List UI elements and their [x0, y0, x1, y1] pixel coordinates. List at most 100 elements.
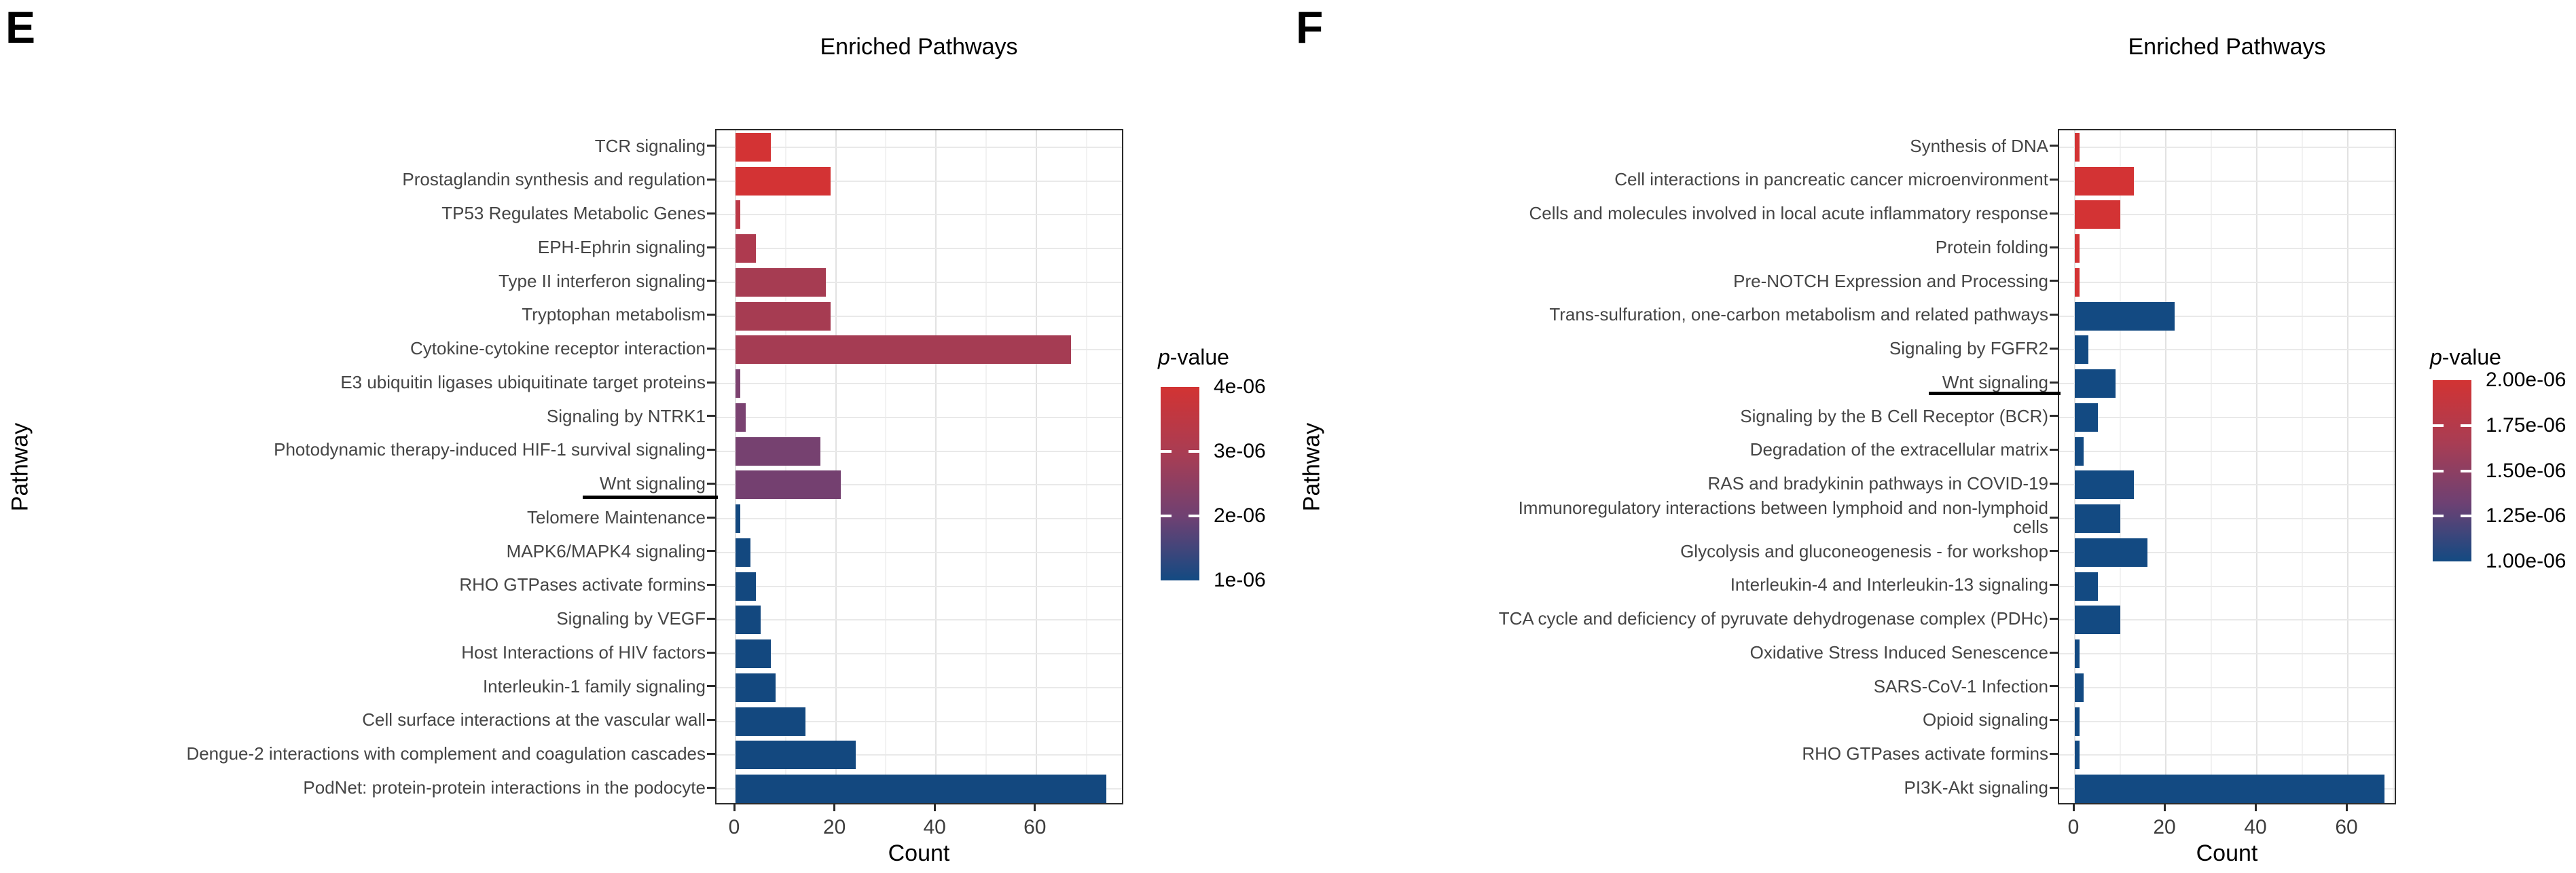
y-axis-tick — [2050, 246, 2058, 248]
category-gridline — [716, 720, 1122, 722]
legend-tick-label: 1e-06 — [1214, 569, 1266, 591]
pathway-label: Cells and molecules involved in local ac… — [1529, 203, 2049, 224]
x-axis-title: Count — [2196, 840, 2258, 866]
pathway-count-bar — [736, 403, 746, 432]
pathway-label: Cytokine-cytokine receptor interaction — [410, 338, 706, 359]
legend-tick-label: 4e-06 — [1214, 375, 1266, 398]
chart-title: Enriched Pathways — [2128, 34, 2326, 60]
pathway-count-bar — [736, 132, 771, 162]
panel-letter: E — [5, 2, 36, 52]
pathway-label: Telomere Maintenance — [526, 506, 706, 527]
pathway-count-bar — [736, 267, 826, 297]
pathway-label: Signaling by FGFR2 — [1889, 338, 2048, 359]
category-gridline — [2059, 754, 2395, 756]
legend-tick-notch — [1189, 450, 1199, 453]
pathway-label: Wnt signaling — [599, 473, 706, 494]
y-axis-tick — [2050, 786, 2058, 789]
pathway-count-bar — [736, 741, 856, 770]
category-gridline — [716, 585, 1122, 587]
legend-tick-notch — [1161, 450, 1172, 453]
x-axis-tick — [2072, 804, 2075, 811]
pathway-label: TCR signaling — [594, 135, 706, 156]
category-gridline — [716, 551, 1122, 553]
legend-title: p-value — [1158, 345, 1229, 370]
legend-title-italic-p: p — [1158, 345, 1170, 369]
category-gridline — [716, 281, 1122, 283]
pathway-label: RHO GTPases activate formins — [459, 574, 706, 595]
pathway-label: Signaling by the B Cell Receptor (BCR) — [1740, 405, 2048, 426]
category-gridline — [716, 686, 1122, 688]
pathway-label: Photodynamic therapy-induced HIF-1 survi… — [274, 439, 706, 460]
y-axis-tick — [707, 719, 715, 722]
pathway-count-bar — [2075, 301, 2175, 331]
category-gridline — [2059, 180, 2395, 182]
x-axis-tick — [2254, 804, 2257, 811]
category-gridline — [2059, 248, 2395, 250]
category-gridline — [2059, 551, 2395, 553]
minor-gridline — [985, 130, 987, 803]
major-gridline — [835, 130, 837, 803]
pathway-count-bar — [2075, 741, 2080, 770]
pathway-count-bar — [2075, 639, 2080, 669]
y-axis-tick — [2050, 145, 2058, 147]
pathway-count-bar — [2075, 606, 2120, 635]
y-axis-tick — [707, 584, 715, 587]
category-gridline — [716, 619, 1122, 621]
y-axis-tick — [2050, 482, 2058, 485]
major-gridline — [2165, 130, 2166, 803]
legend-tick-label: 3e-06 — [1214, 440, 1266, 462]
legend-tick-notch — [2461, 470, 2471, 472]
y-axis-tick — [2050, 381, 2058, 384]
panel-letter: F — [1296, 2, 1324, 52]
pathway-label: Trans-sulfuration, one-carbon metabolism… — [1549, 304, 2048, 325]
pathway-count-bar — [736, 775, 1107, 804]
pathway-label: PodNet: protein-protein interactions in … — [303, 777, 706, 798]
category-gridline — [716, 214, 1122, 216]
y-axis-tick — [2050, 415, 2058, 417]
category-gridline — [2059, 281, 2395, 283]
pathway-count-bar — [736, 369, 741, 398]
y-axis-tick — [2050, 179, 2058, 181]
y-axis-tick — [707, 212, 715, 215]
category-gridline — [2059, 585, 2395, 587]
y-axis-tick — [707, 381, 715, 384]
x-tick-label: 0 — [2067, 816, 2080, 838]
pathway-count-bar — [736, 436, 821, 466]
pathway-label: Opioid signaling — [1922, 709, 2048, 730]
x-axis-tick — [2163, 804, 2166, 811]
legend-tick-label: 1.50e-06 — [2486, 460, 2566, 482]
y-axis-tick — [707, 651, 715, 654]
y-axis-tick — [707, 550, 715, 553]
x-tick-label: 60 — [1023, 816, 1047, 838]
pathway-count-bar — [2075, 436, 2084, 466]
pathway-count-bar — [2075, 200, 2120, 229]
y-axis-tick — [707, 179, 715, 181]
y-axis-tick — [2050, 617, 2058, 620]
y-axis-tick — [2050, 212, 2058, 215]
y-axis-tick — [2050, 584, 2058, 587]
legend-tick-label: 1.25e-06 — [2486, 504, 2566, 527]
y-axis-tick — [707, 516, 715, 519]
pathway-label: Wnt signaling — [1942, 371, 2048, 392]
legend-tick-notch — [2433, 515, 2444, 517]
legend-tick-notch — [1161, 515, 1172, 517]
pathway-count-bar — [736, 572, 756, 601]
x-axis-tick — [1034, 804, 1036, 811]
x-tick-label: 20 — [822, 816, 846, 838]
minor-gridline — [2120, 130, 2121, 803]
pathway-count-bar — [2075, 775, 2384, 804]
category-gridline — [716, 248, 1122, 250]
y-axis-tick — [2050, 685, 2058, 688]
y-axis-tick — [2050, 347, 2058, 350]
pathway-count-bar — [2075, 403, 2098, 432]
y-axis-title: Pathway — [7, 422, 33, 512]
y-axis-tick — [707, 246, 715, 248]
pathway-label: Cell surface interactions at the vascula… — [362, 709, 706, 730]
pathway-count-bar — [736, 673, 776, 702]
minor-gridline — [1085, 130, 1087, 803]
pathway-count-bar — [736, 639, 771, 669]
major-gridline — [2347, 130, 2348, 803]
y-axis-tick — [2050, 516, 2058, 519]
category-gridline — [2059, 349, 2395, 351]
